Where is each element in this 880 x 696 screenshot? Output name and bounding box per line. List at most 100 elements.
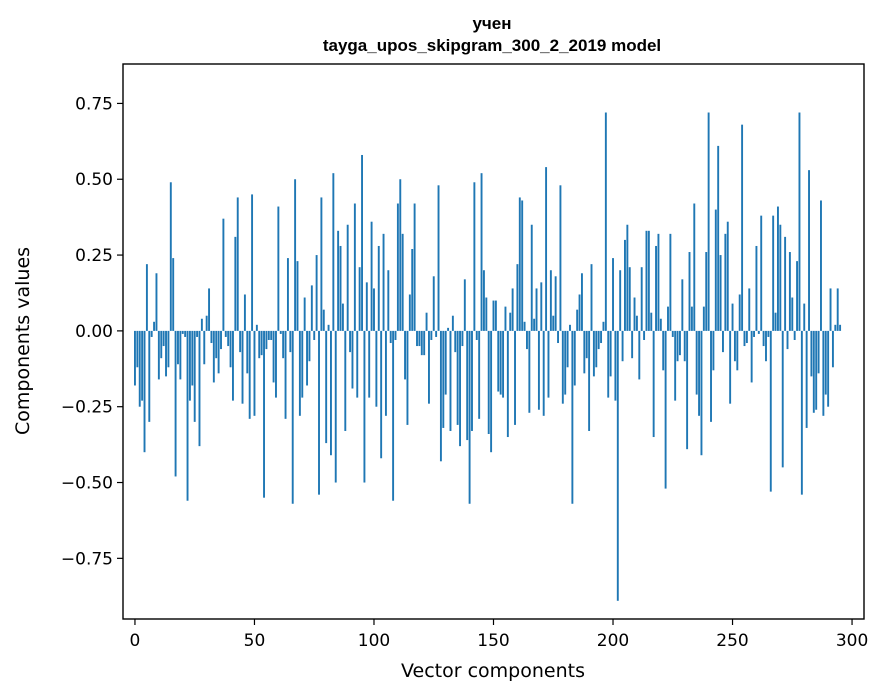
bar <box>521 200 524 331</box>
bar <box>468 330 471 504</box>
bar <box>248 330 251 419</box>
bar <box>141 330 144 401</box>
bar <box>743 330 746 347</box>
chart-subtitle: tayga_upos_skipgram_300_2_2019 model <box>323 36 661 55</box>
bar <box>320 197 323 331</box>
bar <box>301 330 304 398</box>
bar <box>810 330 813 377</box>
bar <box>392 330 395 501</box>
bar <box>557 330 559 344</box>
y-axis-label: Components values <box>12 247 34 435</box>
bar <box>454 330 457 353</box>
bar <box>829 288 832 331</box>
x-tick-label: 100 <box>358 631 390 651</box>
bar <box>590 264 593 331</box>
bar <box>160 330 163 359</box>
x-tick-label: 150 <box>477 631 509 651</box>
bar <box>177 330 179 365</box>
bar <box>215 330 218 359</box>
bar <box>494 300 497 331</box>
bar <box>413 203 416 331</box>
bar <box>279 330 282 334</box>
bar <box>241 330 244 404</box>
bar <box>487 330 490 434</box>
bar <box>638 330 641 380</box>
bar <box>748 288 751 331</box>
bar <box>523 321 526 331</box>
bar <box>631 330 634 359</box>
bar <box>267 330 270 340</box>
bar <box>461 330 464 347</box>
bar <box>291 330 294 504</box>
bar <box>310 285 313 331</box>
bar <box>411 249 414 331</box>
bar <box>418 330 421 347</box>
bar <box>545 167 548 331</box>
bar <box>514 330 516 425</box>
bar <box>162 330 165 347</box>
y-tick-label: 0.50 <box>75 170 113 190</box>
bar <box>428 330 430 404</box>
bar <box>373 288 375 331</box>
bar <box>260 330 263 356</box>
bar-series <box>134 112 842 601</box>
bar <box>820 200 822 331</box>
bar <box>607 330 610 398</box>
bar <box>831 330 834 368</box>
bar <box>222 218 225 331</box>
bar <box>258 330 261 359</box>
bar <box>504 306 507 331</box>
bar <box>757 330 760 334</box>
bar <box>657 233 660 331</box>
bar <box>220 330 222 350</box>
bar <box>358 267 361 331</box>
bar <box>788 252 791 331</box>
bar <box>745 330 748 344</box>
bar <box>839 324 842 331</box>
bar <box>408 294 411 331</box>
bar <box>143 330 146 453</box>
bar <box>227 330 230 347</box>
bar <box>698 330 701 416</box>
bar <box>286 258 289 331</box>
bar <box>542 330 545 416</box>
bar <box>251 194 254 331</box>
bar <box>702 306 705 331</box>
bar <box>693 203 696 331</box>
bar <box>738 294 741 331</box>
bar <box>561 330 564 404</box>
bar <box>526 330 528 350</box>
bar <box>430 330 433 340</box>
plot-frame <box>122 63 865 620</box>
bar <box>650 312 653 331</box>
bar <box>416 330 418 347</box>
bar <box>518 197 521 331</box>
bar <box>643 330 646 340</box>
bar <box>647 230 650 331</box>
bar <box>341 303 344 331</box>
bar <box>169 182 172 331</box>
bar <box>547 330 550 398</box>
bar <box>363 330 366 483</box>
bar <box>602 321 605 331</box>
bar <box>145 264 148 331</box>
y-tick-label: 0.00 <box>75 322 113 342</box>
bar <box>229 330 232 368</box>
bar <box>537 330 540 410</box>
bar <box>377 245 380 331</box>
bar <box>232 330 234 401</box>
bar <box>423 330 426 356</box>
bar <box>148 330 151 422</box>
bar <box>375 330 378 407</box>
bar <box>803 303 806 331</box>
y-tick-label: 0.75 <box>75 94 113 114</box>
bar <box>368 330 371 398</box>
bar <box>776 206 779 331</box>
bar <box>760 215 763 331</box>
bar <box>595 330 598 368</box>
bar <box>511 288 514 331</box>
bar <box>633 297 636 331</box>
bar <box>351 330 354 389</box>
bar <box>688 252 691 331</box>
